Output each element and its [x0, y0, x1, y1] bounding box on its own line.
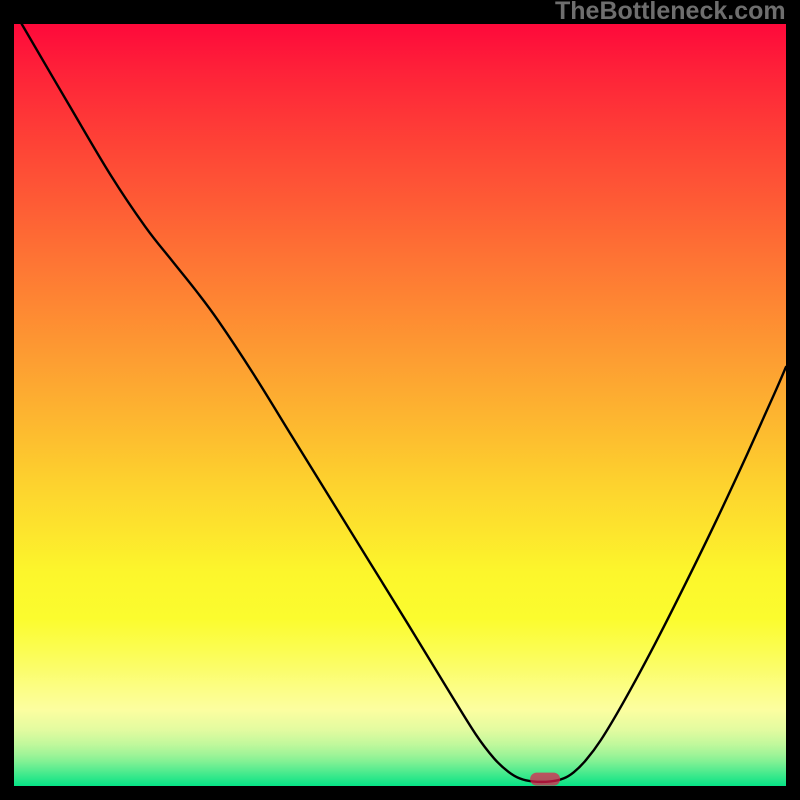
watermark-text: TheBottleneck.com	[555, 0, 786, 26]
optimal-marker	[530, 773, 560, 786]
bottleneck-chart	[14, 24, 786, 786]
gradient-background	[14, 24, 786, 786]
